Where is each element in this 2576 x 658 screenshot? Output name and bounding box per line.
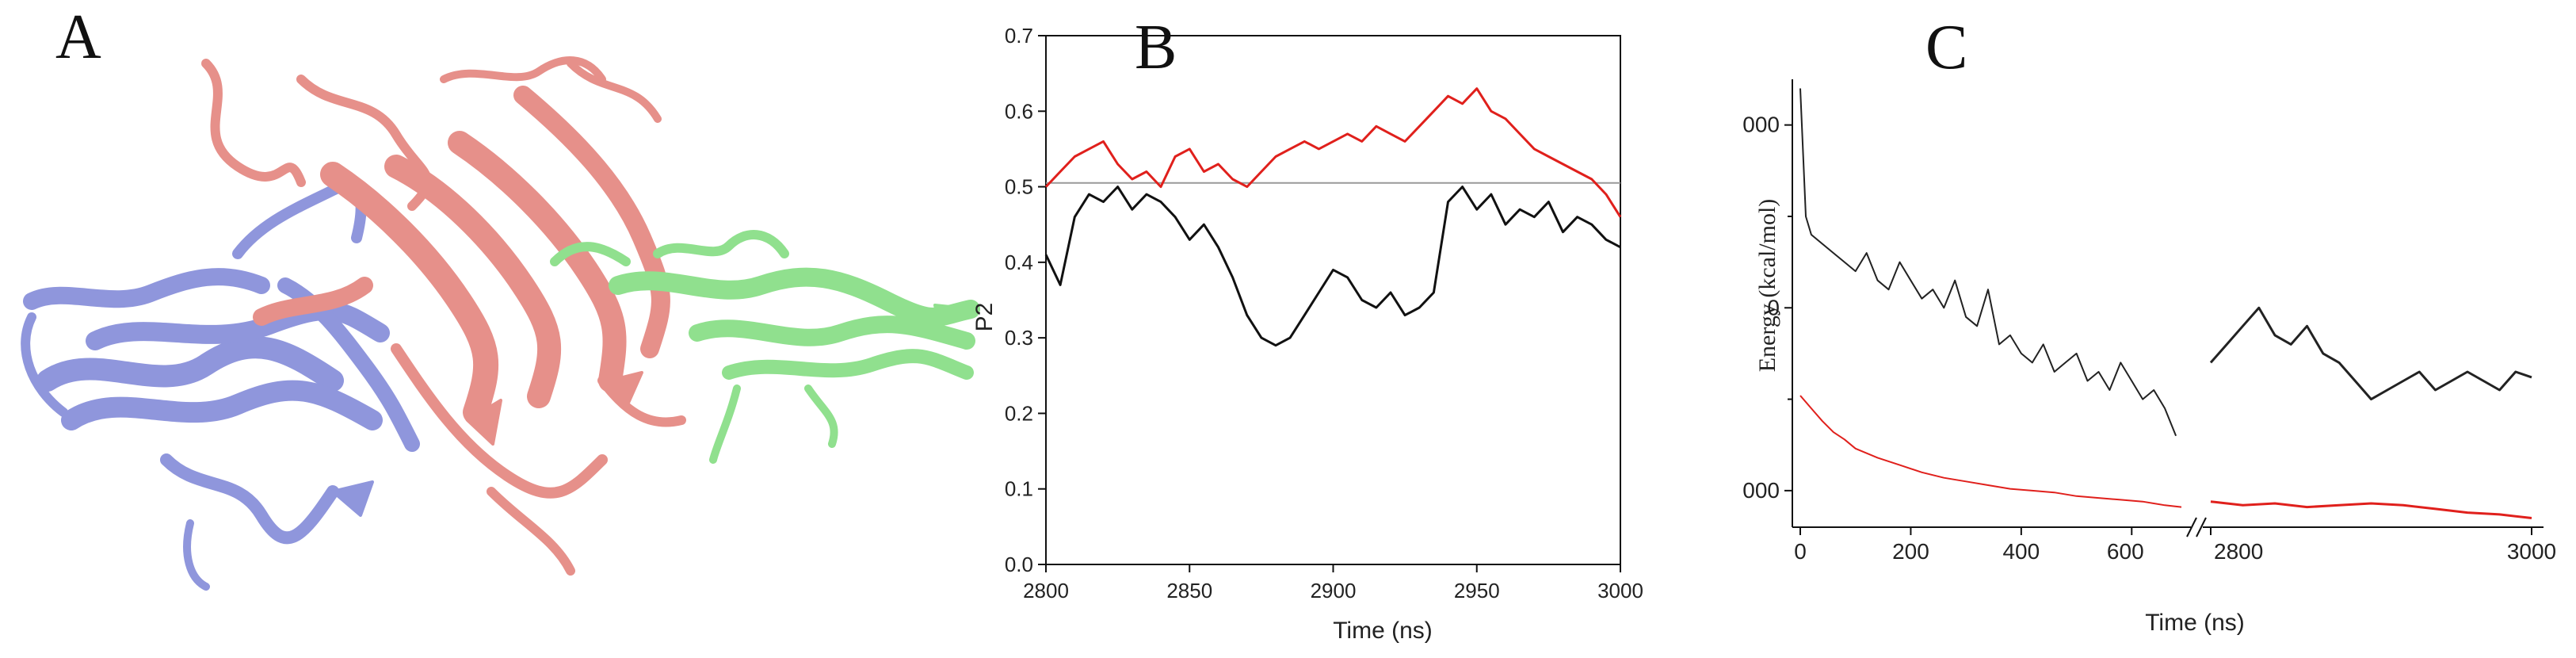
chart-b-y-tick-label: 0.1 xyxy=(1005,477,1033,501)
chart-c-x-tick-label: 0 xyxy=(1794,539,1807,564)
chart-b-ticks: 2800 2850 2900 2950 3000 0.0 0.1 0.2 0.3 0.4 0.5 0.… xyxy=(1005,24,1643,603)
panel-label-a: A xyxy=(55,2,101,72)
chart-b-x-tick-label: 2850 xyxy=(1166,579,1212,603)
chart-b-series xyxy=(1044,87,1622,347)
protein-structure-illustration xyxy=(21,56,980,591)
chart-b-y-tick-label: 0.3 xyxy=(1005,326,1033,350)
chart-c-axis-break-mark xyxy=(2186,517,2197,537)
chart-c-series-2-segment-1 xyxy=(1799,395,2182,508)
protein-domain-green xyxy=(550,230,980,464)
chart-c-x-tick-label: 600 xyxy=(2107,539,2144,564)
chart-b-x-axis-label: Time (ns) xyxy=(1333,618,1433,644)
chart-b-plot-frame xyxy=(1045,35,1621,565)
chart-c-series-1-segment-1 xyxy=(1799,88,2177,437)
chart-c-series-1-segment-2 xyxy=(2209,306,2532,401)
chart-c-series xyxy=(1799,88,2532,519)
chart-c-ticks: 1000 0 -1000 0 200 400 600 2800 3000 xyxy=(1743,113,2556,564)
energy-time-chart: 1000 0 -1000 0 200 400 600 2800 3000 Time (ns) E… xyxy=(1743,79,2556,636)
chart-b-series-line-2 xyxy=(1044,186,1621,347)
chart-b-x-tick-label: 2900 xyxy=(1311,579,1357,603)
chart-c-axis-break-mark xyxy=(2196,517,2207,537)
chart-c-x-tick-label: 200 xyxy=(1892,539,1929,564)
chart-b-y-tick-label: 0.0 xyxy=(1005,553,1033,576)
chart-b-y-tick-label: 0.6 xyxy=(1005,99,1033,123)
chart-c-y-tick-label: -1000 xyxy=(1743,478,1780,503)
chart-c-series-2-segment-2 xyxy=(2210,500,2532,519)
chart-c-x-tick-label: 3000 xyxy=(2507,539,2556,564)
chart-c-y-tick-label: 0 xyxy=(1767,295,1780,319)
chart-c-y-tick-label: 1000 xyxy=(1743,113,1780,137)
panel-label-b: B xyxy=(1135,13,1177,82)
chart-b-y-axis-label: P2 xyxy=(971,303,998,332)
p2-time-chart: 2800 2850 2900 2950 3000 0.0 0.1 0.2 0.3 0.4 0.5 0.… xyxy=(971,24,1643,644)
panel-label-c: C xyxy=(1925,13,1968,82)
protein-domain-blue xyxy=(21,180,420,591)
chart-c-y-axis-label: Energy (kcal/mol) xyxy=(1754,199,1780,373)
protein-domain-salmon xyxy=(201,56,686,576)
chart-b-x-tick-label: 2950 xyxy=(1454,579,1500,603)
chart-c-axes xyxy=(1792,79,2544,537)
chart-b-y-tick-label: 0.2 xyxy=(1005,401,1033,425)
chart-b-x-tick-label: 2800 xyxy=(1023,579,1069,603)
chart-b-axes xyxy=(1045,35,1621,565)
chart-c-x-tick-label: 2800 xyxy=(2214,539,2263,564)
chart-b-y-tick-label: 0.7 xyxy=(1005,24,1033,48)
chart-c-x-axis-label: Time (ns) xyxy=(2145,610,2245,636)
chart-b-x-tick-label: 3000 xyxy=(1597,579,1643,603)
chart-b-series-line-1 xyxy=(1044,87,1622,218)
chart-c-x-tick-label: 400 xyxy=(2002,539,2040,564)
chart-b-y-tick-label: 0.4 xyxy=(1005,251,1033,274)
chart-b-y-tick-label: 0.5 xyxy=(1005,175,1033,199)
